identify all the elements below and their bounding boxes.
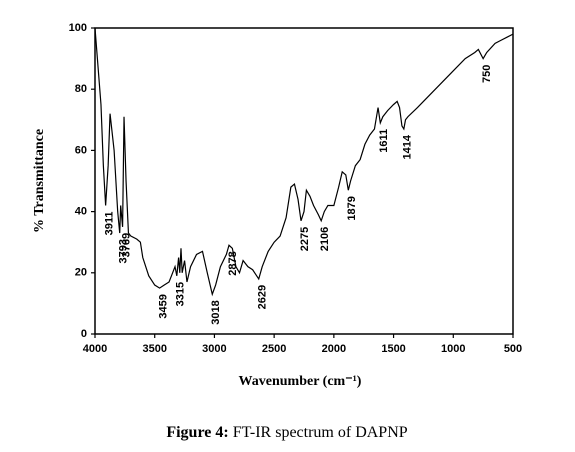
y-tick-label: 60 — [75, 144, 87, 156]
peak-label: 3769 — [120, 233, 132, 257]
x-tick-label: 3000 — [202, 343, 226, 355]
peak-label: 3018 — [210, 300, 222, 324]
x-axis-label: Wavenumber (cm⁻¹) — [239, 374, 362, 389]
peak-label: 1611 — [378, 129, 390, 153]
y-tick-label: 20 — [75, 267, 87, 279]
y-axis-label: % Transmittance — [32, 129, 47, 233]
peak-label: 2878 — [227, 251, 239, 275]
peak-label: 3315 — [175, 282, 187, 306]
x-tick-label: 1000 — [441, 343, 465, 355]
peak-label: 3459 — [158, 294, 170, 318]
peak-label: 1414 — [402, 134, 414, 159]
peak-label: 2106 — [319, 227, 331, 251]
peak-label: 2275 — [299, 227, 311, 251]
peak-label: 1879 — [346, 196, 358, 220]
caption: Figure 4: FT-IR spectrum of DAPNP — [166, 424, 407, 441]
spectrum-line — [94, 27, 514, 297]
caption-text: FT-IR spectrum of DAPNP — [233, 424, 408, 441]
y-tick-label: 80 — [75, 83, 87, 95]
caption-label: Figure 4: — [166, 424, 228, 441]
plot-frame — [94, 27, 514, 335]
peak-label: 3793 — [118, 239, 130, 263]
peak-label: 2629 — [257, 285, 269, 309]
y-tick-label: 0 — [81, 328, 87, 340]
y-tick-label: 40 — [75, 206, 87, 218]
peak-label: 750 — [481, 65, 493, 83]
x-tick-label: 500 — [504, 343, 522, 355]
x-tick-label: 2500 — [262, 343, 286, 355]
y-tick-label: 100 — [69, 22, 87, 34]
x-tick-label: 4000 — [83, 343, 107, 355]
x-tick-label: 1500 — [381, 343, 405, 355]
x-tick-label: 3500 — [142, 343, 166, 355]
peak-label: 3911 — [104, 211, 116, 235]
x-tick-label: 2000 — [322, 343, 346, 355]
